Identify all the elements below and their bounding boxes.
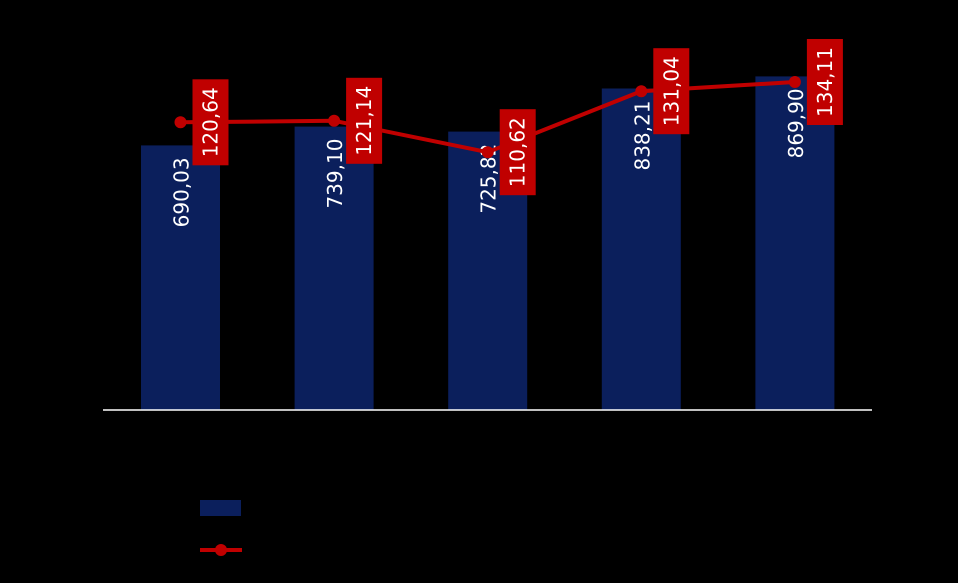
bar	[141, 145, 220, 410]
legend-line-marker	[215, 544, 227, 556]
bar	[601, 88, 681, 410]
line-layer	[174, 76, 801, 159]
line-point	[788, 76, 801, 88]
line-data-label: 121,14	[352, 86, 376, 156]
bar-data-label: 690,03	[170, 157, 194, 227]
bar-data-label: 869,90	[784, 88, 808, 158]
line-point	[481, 146, 494, 159]
line-point	[174, 116, 187, 129]
bar	[294, 126, 374, 410]
line-label-box	[806, 39, 843, 125]
bars-layer	[141, 76, 835, 411]
line-data-label: 110,62	[506, 117, 530, 187]
line-data-label: 120,64	[199, 87, 223, 157]
line-label-box	[346, 77, 383, 164]
line-data-label: 131,04	[659, 56, 683, 126]
legend-bar-swatch	[200, 500, 241, 516]
line-labels-layer: 120,64 121,14 110,62 131,04 134,11	[192, 39, 843, 196]
line-label-box	[499, 109, 536, 196]
line-label-box	[192, 79, 229, 166]
line-label-box	[653, 48, 690, 135]
legend	[200, 500, 242, 556]
line-point	[635, 85, 648, 98]
line-point	[328, 114, 341, 127]
bar-data-label: 838,21	[630, 101, 654, 171]
bar-data-label: 739,10	[323, 139, 347, 209]
line-data-label: 134,11	[813, 47, 837, 117]
bar	[755, 76, 835, 411]
